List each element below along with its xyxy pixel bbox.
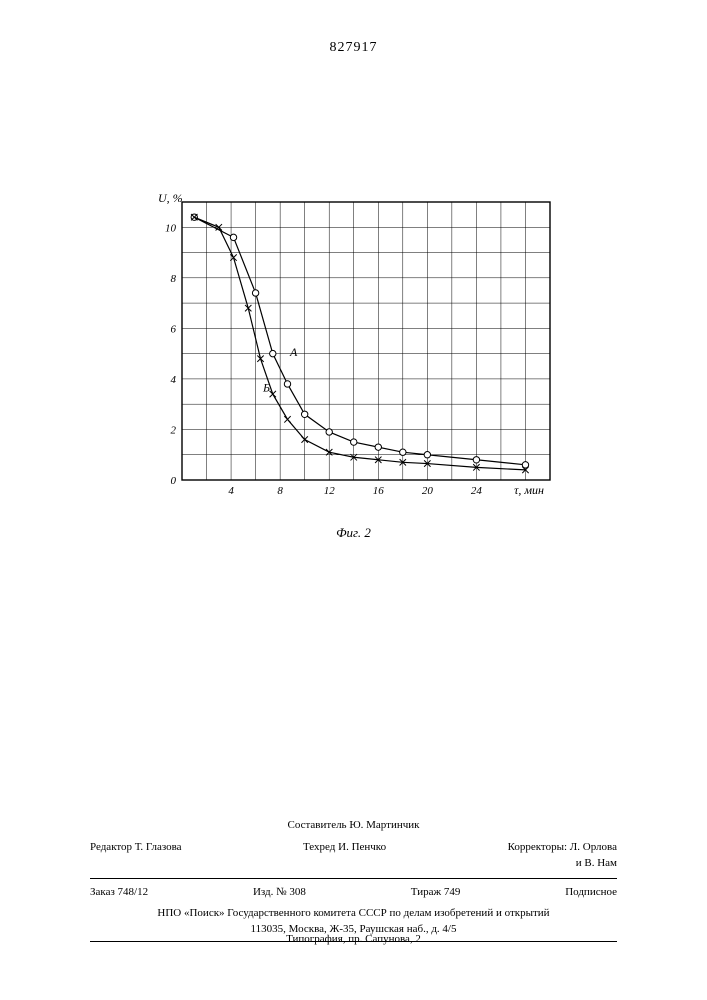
svg-text:4: 4 — [171, 374, 177, 386]
svg-text:U, %: U, % — [158, 191, 183, 205]
print-run: Тираж 749 — [411, 885, 461, 901]
svg-text:8: 8 — [277, 485, 283, 497]
svg-text:12: 12 — [324, 485, 336, 497]
editor-line: Редактор Т. Глазова — [90, 840, 182, 872]
svg-text:2: 2 — [171, 424, 177, 436]
techred-line: Техред И. Пенчко — [303, 840, 386, 872]
publisher-line-1: НПО «Поиск» Государственного комитета СС… — [90, 906, 617, 922]
subscription: Подписное — [565, 885, 617, 901]
compiler-line: Составитель Ю. Мартинчик — [287, 818, 419, 834]
svg-text:A: A — [289, 345, 298, 359]
divider-line — [90, 878, 617, 879]
imprint-block: Составитель Ю. Мартинчик Редактор Т. Гла… — [90, 815, 617, 945]
svg-text:6: 6 — [171, 323, 177, 335]
svg-text:10: 10 — [165, 222, 177, 234]
correctors-line: Корректоры: Л. Орлова и В. Нам — [508, 840, 617, 872]
edition-number: Изд. № 308 — [253, 885, 306, 901]
decay-chart: 0246810U, %4812162024τ, минAБ — [140, 190, 560, 510]
order-number: Заказ 748/12 — [90, 885, 148, 901]
svg-text:Б: Б — [262, 381, 270, 395]
chart-container: 0246810U, %4812162024τ, минAБ — [140, 190, 560, 510]
svg-text:24: 24 — [471, 485, 483, 497]
svg-text:16: 16 — [373, 485, 385, 497]
svg-text:4: 4 — [228, 485, 234, 497]
svg-text:0: 0 — [171, 475, 177, 487]
figure-caption: Фиг. 2 — [0, 525, 707, 541]
svg-text:τ, мин: τ, мин — [514, 483, 544, 497]
document-number: 827917 — [0, 40, 707, 56]
printer-line: Типография, пр. Сапунова, 2 — [0, 933, 707, 945]
svg-text:20: 20 — [422, 485, 434, 497]
svg-text:8: 8 — [171, 273, 177, 285]
page: 827917 0246810U, %4812162024τ, минAБ Фиг… — [0, 0, 707, 1000]
